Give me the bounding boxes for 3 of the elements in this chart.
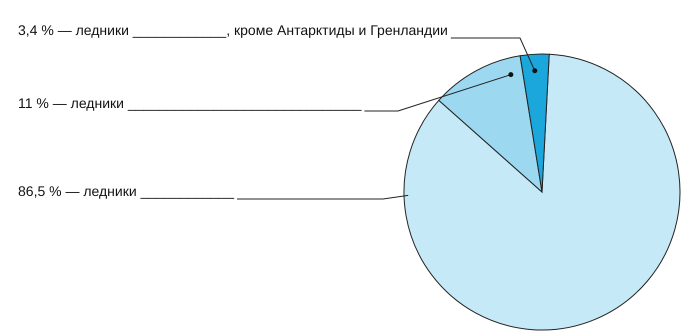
slice-label: 11 % — ледники ______________________________ <box>18 95 362 111</box>
slice-label: 86,5 % — ледники ____________ <box>18 183 234 199</box>
slice-label: 3,4 % — ледники ____________, кроме Антарктиды и Гренландии <box>18 22 448 38</box>
